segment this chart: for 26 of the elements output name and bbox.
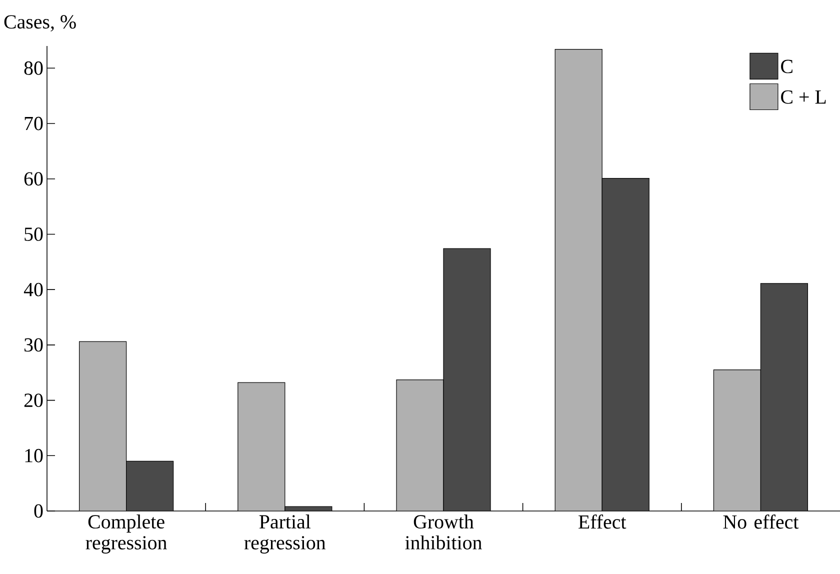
bar xyxy=(554,49,602,511)
bar xyxy=(79,341,127,511)
x-tick-label: Partial regression xyxy=(244,514,326,554)
x-tick-label: Effect xyxy=(578,514,626,529)
y-tick-label: 80 xyxy=(24,61,43,75)
legend-label: C + L xyxy=(781,90,826,104)
bar xyxy=(760,283,808,511)
bar xyxy=(443,248,491,511)
y-tick-label: 10 xyxy=(25,448,43,462)
x-tick-label: Growth inhibition xyxy=(405,514,482,550)
x-tick-label: Complete regression xyxy=(86,514,167,554)
bar xyxy=(396,380,444,511)
y-tick-label: 30 xyxy=(24,338,43,352)
y-tick-label: 20 xyxy=(24,394,43,408)
legend-label: C xyxy=(781,60,792,74)
bar xyxy=(713,370,762,511)
bar xyxy=(602,178,650,511)
y-tick-label: 70 xyxy=(24,116,43,130)
y-tick-label: 0 xyxy=(34,504,43,518)
bar xyxy=(126,460,174,511)
y-tick-label: 40 xyxy=(24,282,43,296)
y-tick-label: 50 xyxy=(24,227,43,241)
y-axis-title: Cases, % xyxy=(4,15,76,32)
y-tick-label: 60 xyxy=(24,172,43,186)
x-tick-label: No effect xyxy=(723,514,799,529)
bar xyxy=(238,382,286,511)
